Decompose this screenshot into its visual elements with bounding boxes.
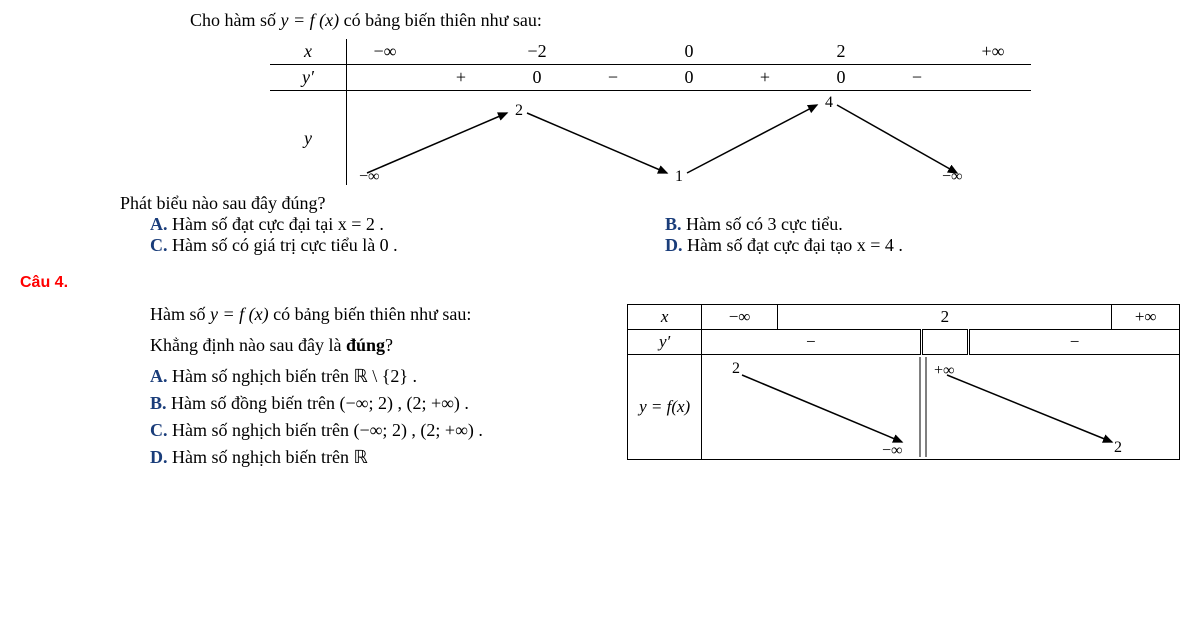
- q4-a-post: .: [413, 366, 418, 386]
- q3-variation-table: x −∞ −2 0 2 +∞ y′ + 0 − 0 + 0 − y: [270, 39, 1031, 185]
- opt-b-label: B.: [665, 214, 686, 234]
- q3-x-label: x: [270, 39, 347, 65]
- q4-x-1: 2: [921, 305, 968, 330]
- q4-y-arrows-svg: 2 −∞ +∞ 2: [702, 357, 1132, 457]
- q4-prompt-fn: y = f (x): [210, 304, 269, 324]
- q4-a-math: ℝ \ {2}: [353, 366, 408, 386]
- q4-question: Khẳng định nào sau đây là đúng?: [150, 335, 627, 356]
- q4-y-label: y = f(x): [628, 355, 701, 460]
- q4-yp-1: [921, 330, 968, 355]
- q4-a-pre: Hàm số nghịch biến trên: [172, 366, 353, 386]
- q4-c-text: Hàm số nghịch biến trên (−∞; 2) , (2; +∞…: [172, 420, 483, 440]
- q4-x-gap1: [778, 305, 921, 330]
- q3-x-1: [423, 39, 499, 65]
- q4-label: Câu 4.: [20, 274, 1180, 292]
- q3-yp-8: [955, 65, 1031, 91]
- q4-d-label: D.: [150, 447, 172, 467]
- q4-opt-d[interactable]: D. Hàm số nghịch biến trên ℝ: [150, 447, 627, 468]
- q4-b-label: B.: [150, 393, 171, 413]
- q4-opt-a[interactable]: A. Hàm số nghịch biến trên ℝ \ {2} .: [150, 366, 627, 387]
- q3-yp-1: +: [423, 65, 499, 91]
- q3-x-2: −2: [499, 39, 575, 65]
- q3-yp-4: 0: [651, 65, 727, 91]
- q3-prompt-pre: Cho hàm số: [190, 10, 281, 30]
- q4-right-col: x −∞ 2 +∞ y′ − − y = f(x): [627, 304, 1180, 468]
- q4-prompt-post: có bảng biến thiên như sau:: [273, 304, 471, 324]
- q3-y-label: y: [270, 91, 347, 186]
- q3-y-diagram-cell: −∞ 2 1 4 −∞: [347, 91, 1032, 186]
- q3-question-row: Phát biểu nào sau đây đúng?: [120, 193, 1180, 214]
- q3-y-peak1: 2: [515, 102, 523, 119]
- q4-d-pre: Hàm số nghịch biến trên: [172, 447, 353, 467]
- q4-x-label: x: [628, 305, 701, 330]
- q3-x-6: 2: [803, 39, 879, 65]
- q3-question: Phát biểu nào sau đây đúng?: [120, 193, 325, 213]
- q4-yp-label: y′: [628, 330, 701, 355]
- q3-block: Cho hàm số y = f (x) có bảng biến thiên …: [20, 10, 1180, 256]
- q3-y-arrows-svg: −∞ 2 1 4 −∞: [347, 93, 967, 183]
- q3-prompt: Cho hàm số y = f (x) có bảng biến thiên …: [190, 10, 1180, 31]
- q3-yp-label: y′: [270, 65, 347, 91]
- q4-y-tl: 2: [732, 360, 740, 377]
- q4-prompt: Hàm số y = f (x) có bảng biến thiên như …: [150, 304, 627, 325]
- q4-b-text: Hàm số đồng biến trên (−∞; 2) , (2; +∞) …: [171, 393, 469, 413]
- q3-options-row1: A. Hàm số đạt cực đại tại x = 2 . B. Hàm…: [150, 214, 1180, 235]
- q4-yp-2: −: [969, 330, 1180, 355]
- q3-yp-3: −: [575, 65, 651, 91]
- q4-x-gap2: [969, 305, 1112, 330]
- q3-y-leftinf: −∞: [359, 168, 379, 183]
- q4-question-pre: Khẳng định nào sau đây là: [150, 335, 346, 355]
- q4-y-bl: −∞: [882, 442, 902, 457]
- opt-c-label: C.: [150, 235, 172, 255]
- q3-opt-d[interactable]: D. Hàm số đạt cực đại tạo x = 4 .: [665, 235, 1180, 256]
- q3-x-7: [879, 39, 955, 65]
- q3-opt-b[interactable]: B. Hàm số có 3 cực tiểu.: [665, 214, 1180, 235]
- q3-yp-7: −: [879, 65, 955, 91]
- q3-x-0: −∞: [347, 39, 424, 65]
- q3-prompt-fn: y = f (x): [281, 10, 340, 30]
- q3-opt-d-text: Hàm số đạt cực đại tạo x = 4 .: [687, 235, 903, 255]
- q3-x-4: 0: [651, 39, 727, 65]
- q4-x-0: −∞: [701, 305, 777, 330]
- opt-a-label: A.: [150, 214, 172, 234]
- q4-c-label: C.: [150, 420, 172, 440]
- q4-y-br: 2: [1114, 439, 1122, 456]
- q4-opt-c[interactable]: C. Hàm số nghịch biến trên (−∞; 2) , (2;…: [150, 420, 627, 441]
- q3-prompt-post: có bảng biến thiên như sau:: [344, 10, 542, 30]
- q3-y-valley: 1: [675, 168, 683, 183]
- q3-options-row2: C. Hàm số có giá trị cực tiểu là 0 . D. …: [150, 235, 1180, 256]
- opt-d-label: D.: [665, 235, 687, 255]
- q3-yp-2: 0: [499, 65, 575, 91]
- q3-yp-0: [347, 65, 424, 91]
- q3-x-5: [727, 39, 803, 65]
- q4-x-2: +∞: [1112, 305, 1180, 330]
- q3-opt-b-text: Hàm số có 3 cực tiểu.: [686, 214, 843, 234]
- q3-opt-c[interactable]: C. Hàm số có giá trị cực tiểu là 0 .: [150, 235, 665, 256]
- q4-y-tr: +∞: [934, 362, 954, 379]
- q4-a-label: A.: [150, 366, 172, 386]
- q4-d-math: ℝ: [353, 447, 367, 467]
- q3-y-peak2: 4: [825, 94, 833, 111]
- q4-opt-b[interactable]: B. Hàm số đồng biến trên (−∞; 2) , (2; +…: [150, 393, 627, 414]
- q4-left-col: Hàm số y = f (x) có bảng biến thiên như …: [150, 304, 627, 468]
- q3-y-rightinf: −∞: [942, 168, 962, 183]
- q3-opt-c-text: Hàm số có giá trị cực tiểu là 0 .: [172, 235, 398, 255]
- q3-opt-a-text: Hàm số đạt cực đại tại x = 2 .: [172, 214, 384, 234]
- q4-y-diagram-cell: 2 −∞ +∞ 2: [701, 355, 1179, 460]
- q3-opt-a[interactable]: A. Hàm số đạt cực đại tại x = 2 .: [150, 214, 665, 235]
- q4-prompt-pre: Hàm số: [150, 304, 210, 324]
- q4-yp-0: −: [701, 330, 921, 355]
- q4-question-bold: đúng: [346, 335, 385, 355]
- q3-yp-5: +: [727, 65, 803, 91]
- q4-variation-table: x −∞ 2 +∞ y′ − − y = f(x): [627, 304, 1180, 460]
- q3-yp-6: 0: [803, 65, 879, 91]
- q4-block: Câu 4. Hàm số y = f (x) có bảng biến thi…: [20, 274, 1180, 468]
- q3-x-8: +∞: [955, 39, 1031, 65]
- q3-x-3: [575, 39, 651, 65]
